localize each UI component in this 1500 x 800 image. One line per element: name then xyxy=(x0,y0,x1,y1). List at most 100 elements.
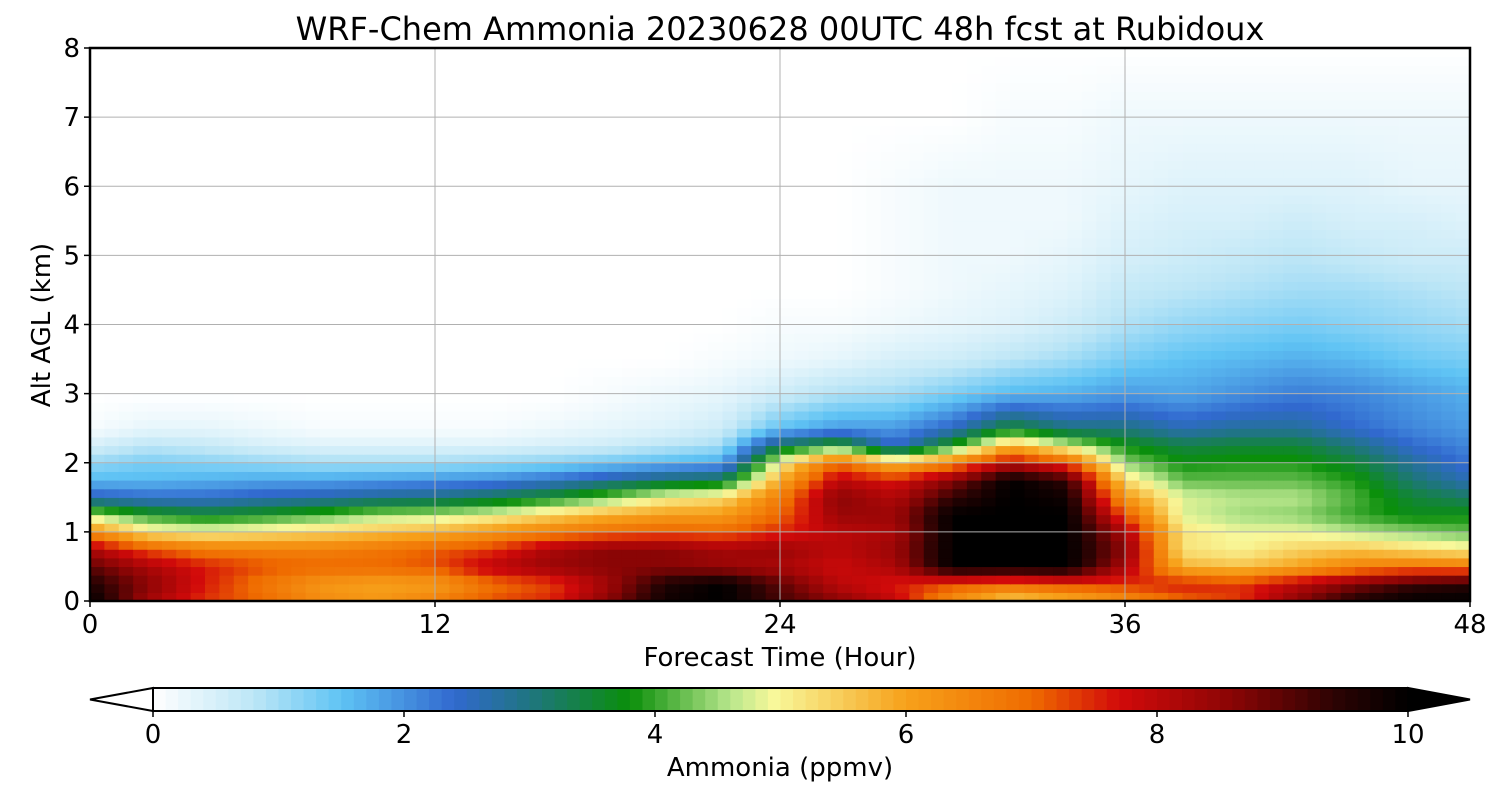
heatmap-cell xyxy=(1383,333,1399,343)
heatmap-cell xyxy=(564,393,580,403)
heatmap-cell xyxy=(1182,488,1198,498)
heatmap-cell xyxy=(348,160,364,170)
heatmap-cell xyxy=(506,160,522,170)
heatmap-cell xyxy=(320,307,335,317)
heatmap-cell xyxy=(895,393,910,403)
heatmap-cell xyxy=(909,540,925,550)
heatmap-cell xyxy=(636,410,652,421)
heatmap-cell xyxy=(952,168,968,179)
heatmap-cell xyxy=(1412,315,1428,326)
heatmap-cell xyxy=(521,557,537,568)
heatmap-cell xyxy=(578,497,594,507)
heatmap-cell xyxy=(708,531,724,542)
heatmap-cell xyxy=(837,160,853,170)
heatmap-cell xyxy=(1024,471,1040,481)
heatmap-cell xyxy=(564,583,580,593)
heatmap-cell xyxy=(1340,359,1356,369)
heatmap-cell xyxy=(1268,194,1284,205)
heatmap-cell xyxy=(679,272,695,282)
heatmap-cell xyxy=(506,212,522,222)
heatmap-cell xyxy=(722,177,738,187)
heatmap-cell xyxy=(463,229,479,239)
heatmap-cell xyxy=(478,315,494,326)
heatmap-cell xyxy=(147,307,163,317)
heatmap-cell xyxy=(90,229,105,239)
heatmap-cell xyxy=(1024,514,1040,524)
heatmap-cell xyxy=(851,307,867,317)
heatmap-cell xyxy=(1225,540,1241,550)
heatmap-cell xyxy=(205,298,220,308)
heatmap-cell xyxy=(1283,272,1299,282)
heatmap-cell xyxy=(650,238,666,248)
heatmap-cell xyxy=(923,272,939,282)
heatmap-cell xyxy=(1053,168,1069,179)
heatmap-cell xyxy=(133,194,149,205)
heatmap-cell xyxy=(1067,177,1083,187)
heatmap-cell xyxy=(435,557,450,568)
heatmap-cell xyxy=(90,540,105,550)
heatmap-cell xyxy=(1311,445,1327,455)
heatmap-cell xyxy=(161,264,177,274)
heatmap-cell xyxy=(1455,523,1471,533)
heatmap-cell xyxy=(506,203,522,213)
heatmap-cell xyxy=(1268,324,1284,334)
heatmap-cell xyxy=(895,186,910,196)
heatmap-cell xyxy=(1297,307,1313,317)
heatmap-cell xyxy=(880,540,896,550)
heatmap-cell xyxy=(291,203,307,213)
heatmap-cell xyxy=(708,480,724,490)
heatmap-cell xyxy=(449,402,465,412)
heatmap-cell xyxy=(952,272,968,282)
heatmap-cell xyxy=(895,194,910,205)
heatmap-cell xyxy=(952,376,968,386)
heatmap-cell xyxy=(1340,212,1356,222)
heatmap-cell xyxy=(1297,281,1313,291)
heatmap-cell xyxy=(621,497,637,507)
heatmap-cell xyxy=(607,203,623,213)
heatmap-cell xyxy=(1311,177,1327,187)
heatmap-cell xyxy=(478,324,494,334)
heatmap-cell xyxy=(1211,315,1227,326)
heatmap-cell xyxy=(895,471,910,481)
heatmap-cell xyxy=(823,531,839,542)
heatmap-cell xyxy=(751,212,767,222)
heatmap-cell xyxy=(291,168,307,179)
heatmap-cell xyxy=(463,315,479,326)
heatmap-cell xyxy=(1211,281,1227,291)
heatmap-cell xyxy=(1254,454,1270,464)
heatmap-cell xyxy=(923,186,939,196)
heatmap-cell xyxy=(1240,160,1255,170)
heatmap-cell xyxy=(1053,324,1069,334)
heatmap-cell xyxy=(377,212,393,222)
heatmap-cell xyxy=(1240,281,1255,291)
heatmap-cell xyxy=(1326,324,1342,334)
heatmap-cell xyxy=(478,177,494,187)
heatmap-cell xyxy=(1110,246,1126,256)
heatmap-cell xyxy=(133,160,149,170)
heatmap-cell xyxy=(133,272,149,282)
heatmap-cell xyxy=(952,298,968,308)
heatmap-cell xyxy=(377,177,393,187)
heatmap-cell xyxy=(377,505,393,516)
heatmap-cell xyxy=(492,540,508,550)
heatmap-cell xyxy=(90,462,105,472)
heatmap-cell xyxy=(1139,194,1155,205)
heatmap-cell xyxy=(1412,298,1428,308)
heatmap-cell xyxy=(1283,454,1299,464)
heatmap-cell xyxy=(1311,246,1327,256)
heatmap-cell xyxy=(966,436,982,447)
heatmap-cell xyxy=(952,289,968,300)
heatmap-cell xyxy=(147,445,163,455)
heatmap-cell xyxy=(521,592,537,602)
heatmap-cell xyxy=(693,298,709,308)
heatmap-cell xyxy=(1182,246,1198,256)
heatmap-cell xyxy=(550,341,565,352)
heatmap-cell xyxy=(320,575,335,585)
heatmap-cell xyxy=(1340,272,1356,282)
heatmap-cell xyxy=(636,505,652,516)
heatmap-cell xyxy=(449,359,465,369)
heatmap-cell xyxy=(190,194,206,205)
heatmap-cell xyxy=(1297,168,1313,179)
heatmap-cell xyxy=(981,203,997,213)
heatmap-cell xyxy=(190,549,206,559)
